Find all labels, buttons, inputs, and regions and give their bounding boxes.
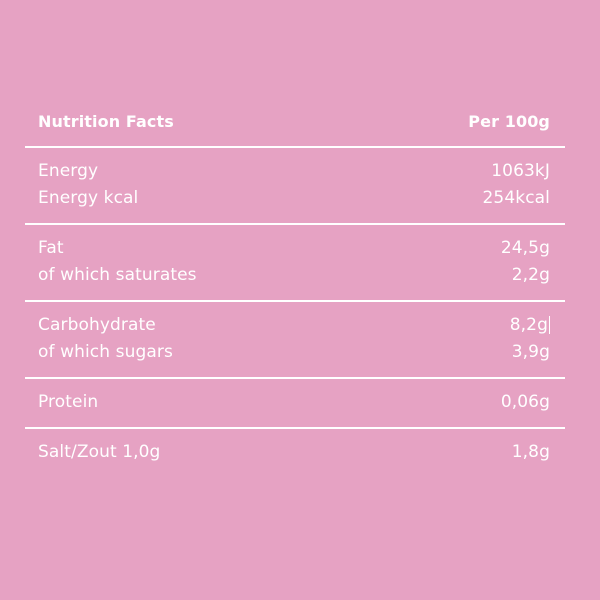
fat-value: 24,5g	[500, 238, 550, 258]
divider	[25, 146, 565, 148]
protein-group: Protein 0,06g	[25, 379, 565, 427]
table-row: Salt/Zout 1,0g 1,8g	[25, 439, 565, 466]
divider	[25, 427, 565, 429]
carbohydrate-value: 8,2g	[509, 315, 548, 335]
table-row: Protein 0,06g	[25, 389, 565, 416]
table-row: Fat 24,5g	[25, 235, 565, 262]
energy-group: Energy 1063kJ Energy kcal 254kcal	[25, 148, 565, 223]
fat-group: Fat 24,5g of which saturates 2,2g	[25, 225, 565, 300]
table-header: Nutrition Facts Per 100g	[25, 108, 565, 135]
table-row: of which sugars 3,9g	[25, 339, 565, 366]
table-row: Energy kcal 254kcal	[25, 185, 565, 212]
carbohydrate-value-wrapper[interactable]: 8,2g	[510, 312, 550, 339]
saturates-label: of which saturates	[38, 265, 197, 285]
salt-group: Salt/Zout 1,0g 1,8g	[25, 429, 565, 477]
carbohydrate-label: Carbohydrate	[38, 315, 156, 335]
energy-label: Energy	[38, 161, 99, 181]
energy-kcal-label: Energy kcal	[38, 188, 139, 208]
fat-label: Fat	[38, 238, 64, 258]
per-100g-header: Per 100g	[468, 112, 550, 131]
salt-label: Salt/Zout 1,0g	[38, 442, 161, 462]
divider	[25, 377, 565, 379]
sugars-label: of which sugars	[38, 342, 173, 362]
protein-label: Protein	[38, 392, 99, 412]
text-cursor	[549, 316, 550, 334]
sugars-value: 3,9g	[511, 342, 550, 362]
nutrition-table: Nutrition Facts Per 100g Energy 1063kJ E…	[25, 108, 565, 477]
salt-value: 1,8g	[511, 442, 550, 462]
table-row: Carbohydrate 8,2g	[25, 312, 565, 339]
divider	[25, 223, 565, 225]
energy-kcal-value: 254kcal	[482, 188, 550, 208]
carbohydrate-group: Carbohydrate 8,2g of which sugars 3,9g	[25, 302, 565, 377]
saturates-value: 2,2g	[511, 265, 550, 285]
protein-value: 0,06g	[500, 392, 550, 412]
table-row: of which saturates 2,2g	[25, 262, 565, 289]
energy-value: 1063kJ	[491, 161, 550, 181]
divider	[25, 300, 565, 302]
table-row: Energy 1063kJ	[25, 158, 565, 185]
nutrition-facts-title: Nutrition Facts	[38, 112, 174, 131]
